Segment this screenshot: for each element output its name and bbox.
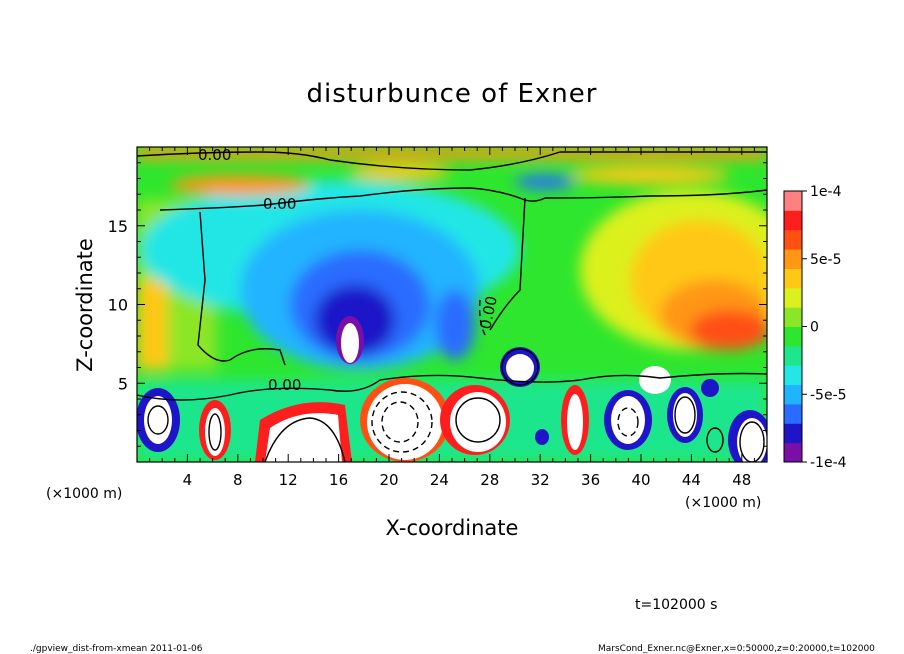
y-axis-label: Z-coordinate [73,238,97,372]
colorbar-swatch [784,249,802,269]
colorbar-swatch [784,210,802,231]
x-axis: 4 8 12 16 20 24 28 32 36 40 44 48 [149,147,755,489]
contour-label: 0.00 [263,195,296,213]
colorbar-swatch [784,191,802,211]
x-tick-label: 48 [732,471,751,489]
x-tick-label: 12 [279,471,298,489]
contour-label: 0.00 [198,146,231,164]
heatmap-field: 0.00 0.00 0.00 0.00 [137,146,767,462]
x-tick-label: 40 [631,471,650,489]
colorbar-swatch [784,365,802,386]
contour-label: 0.00 [268,376,301,394]
y-axis: 5 10 15 [108,162,767,447]
colorbar-tick-label: 5e-5 [810,252,841,268]
time-label: t=102000 s [635,597,717,613]
x-tick-label: 32 [531,471,550,489]
colorbar-swatch [784,307,802,327]
footer-left: ./gpview_dist-from-xmean 2011-01-06 [30,644,203,654]
x-unit-label-left: (×1000 m) [46,486,122,502]
colorbar-swatch [784,326,802,347]
x-tick-label: 20 [379,471,398,489]
y-tick-label: 10 [108,296,128,315]
x-tick-label: 44 [682,471,701,489]
colorbar-tick-label: 1e-4 [810,184,842,200]
x-unit-label-right: (×1000 m) [685,495,761,511]
colorbar-swatch [784,423,802,444]
x-tick-label: 4 [183,471,193,489]
x-axis-label: X-coordinate [386,516,519,540]
colorbar-swatch [784,384,802,405]
colorbar-swatch [784,403,802,424]
x-tick-label: 16 [329,471,348,489]
colorbar-swatch [784,287,802,308]
colorbar-tick-label: 0 [810,320,819,336]
y-tick-label: 5 [118,374,128,393]
x-tick-label: 24 [430,471,449,489]
x-tick-label: 8 [233,471,243,489]
footer-right: MarsCond_Exner.nc@Exner,x=0:50000,z=0:20… [598,644,875,654]
x-tick-label: 28 [480,471,499,489]
colorbar-tick-label: -5e-5 [810,387,847,403]
colorbar-tick-label: -1e-4 [810,455,847,471]
colorbar-swatch [784,229,802,250]
colorbar-swatch [784,442,802,463]
y-tick-label: 15 [108,217,128,236]
x-tick-label: 36 [581,471,600,489]
colorbar-swatch [784,268,802,289]
colorbar: 1e-4 5e-5 0 -5e-5 -1e-4 [783,184,847,471]
chart-title: disturbunce of Exner [307,79,598,109]
colorbar-swatch [784,345,802,366]
